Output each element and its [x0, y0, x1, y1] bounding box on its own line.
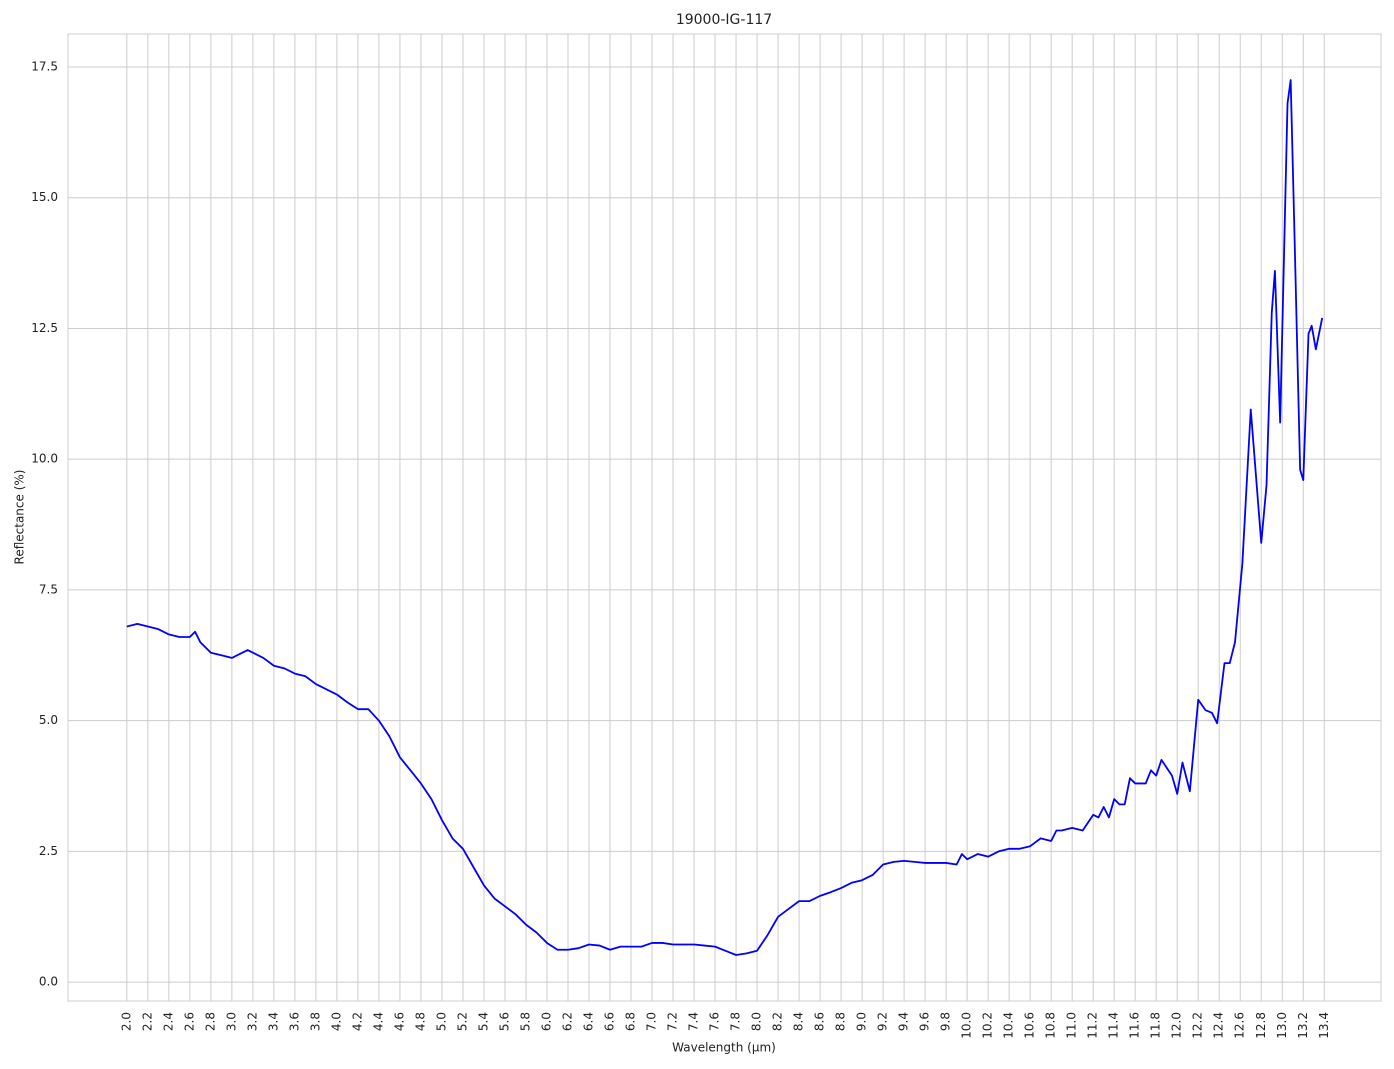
- x-tick-label: 10.8: [1044, 1012, 1058, 1039]
- x-tick-label: 12.0: [1170, 1012, 1184, 1039]
- y-tick-label: 2.5: [39, 844, 58, 858]
- y-tick-label: 10.0: [31, 452, 58, 466]
- x-tick-label: 9.0: [855, 1012, 869, 1031]
- x-tick-label: 5.8: [518, 1012, 532, 1031]
- x-tick-label: 2.4: [161, 1012, 175, 1031]
- x-tick-label: 8.2: [771, 1012, 785, 1031]
- x-tick-label: 11.8: [1149, 1012, 1163, 1039]
- x-tick-label: 13.4: [1317, 1012, 1331, 1039]
- x-tick-label: 6.0: [539, 1012, 553, 1031]
- x-tick-label: 8.6: [813, 1012, 827, 1031]
- x-tick-label: 8.0: [750, 1012, 764, 1031]
- x-tick-label: 12.2: [1191, 1012, 1205, 1039]
- x-tick-label: 5.6: [497, 1012, 511, 1031]
- x-tick-label: 7.8: [729, 1012, 743, 1031]
- data-line: [126, 79, 1324, 956]
- x-axis-label: Wavelength (µm): [672, 1041, 776, 1055]
- x-tick-label: 10.6: [1023, 1012, 1037, 1039]
- x-tick-label: 11.0: [1065, 1012, 1079, 1039]
- x-tick-label: 9.8: [939, 1012, 953, 1031]
- x-tick-label: 11.4: [1107, 1012, 1121, 1039]
- x-tick-label: 7.6: [708, 1012, 722, 1031]
- x-tick-label: 6.2: [560, 1012, 574, 1031]
- x-tick-label: 2.0: [119, 1012, 133, 1031]
- plot-area: [67, 33, 1382, 1002]
- x-tick-label: 4.2: [350, 1012, 364, 1031]
- x-tick-label: 8.4: [792, 1012, 806, 1031]
- chart-title: 19000-IG-117: [676, 12, 772, 28]
- x-tick-label: 11.6: [1128, 1012, 1142, 1039]
- y-tick-label: 12.5: [31, 321, 58, 335]
- x-tick-label: 2.8: [203, 1012, 217, 1031]
- x-tick-label: 3.2: [245, 1012, 259, 1031]
- x-tick-label: 8.8: [834, 1012, 848, 1031]
- x-tick-label: 13.0: [1275, 1012, 1289, 1039]
- x-tick-label: 13.2: [1296, 1012, 1310, 1039]
- x-tick-label: 5.2: [455, 1012, 469, 1031]
- y-tick-label: 5.0: [39, 713, 58, 727]
- x-tick-label: 9.4: [897, 1012, 911, 1031]
- x-tick-label: 12.6: [1233, 1012, 1247, 1039]
- x-tick-label: 12.4: [1212, 1012, 1226, 1039]
- y-tick-label: 15.0: [31, 190, 58, 204]
- x-tick-label: 6.8: [624, 1012, 638, 1031]
- x-tick-label: 5.4: [476, 1012, 490, 1031]
- x-tick-label: 2.2: [140, 1012, 154, 1031]
- y-tick-label: 17.5: [31, 59, 58, 73]
- x-tick-label: 4.4: [371, 1012, 385, 1031]
- x-tick-label: 10.2: [981, 1012, 995, 1039]
- x-tick-label: 12.8: [1254, 1012, 1268, 1039]
- x-tick-label: 6.6: [603, 1012, 617, 1031]
- x-tick-label: 4.6: [392, 1012, 406, 1031]
- x-tick-label: 10.4: [1002, 1012, 1016, 1039]
- x-tick-label: 4.8: [413, 1012, 427, 1031]
- x-tick-label: 2.6: [182, 1012, 196, 1031]
- y-tick-label: 7.5: [39, 582, 58, 596]
- x-tick-label: 3.8: [308, 1012, 322, 1031]
- x-tick-label: 9.2: [876, 1012, 890, 1031]
- x-tick-label: 11.2: [1086, 1012, 1100, 1039]
- x-tick-label: 7.4: [687, 1012, 701, 1031]
- y-tick-label: 0.0: [39, 975, 58, 989]
- y-axis-label: Reflectance (%): [13, 470, 27, 565]
- x-tick-label: 7.0: [645, 1012, 659, 1031]
- x-tick-label: 3.6: [287, 1012, 301, 1031]
- x-tick-label: 10.0: [960, 1012, 974, 1039]
- x-tick-label: 3.4: [266, 1012, 280, 1031]
- x-tick-label: 4.0: [329, 1012, 343, 1031]
- x-tick-label: 6.4: [581, 1012, 595, 1031]
- x-tick-label: 5.0: [434, 1012, 448, 1031]
- x-tick-label: 3.0: [224, 1012, 238, 1031]
- x-tick-label: 9.6: [918, 1012, 932, 1031]
- x-tick-label: 7.2: [666, 1012, 680, 1031]
